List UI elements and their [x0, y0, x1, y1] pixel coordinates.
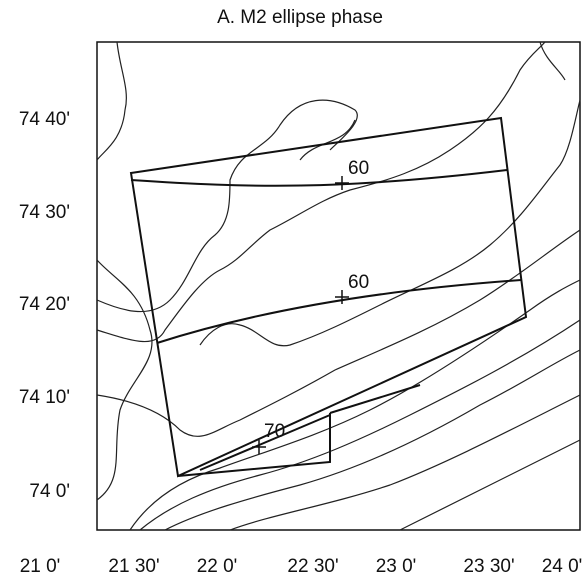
y-tick-label: 74 20' — [19, 294, 70, 315]
y-tick-label: 74 10' — [19, 387, 70, 408]
frame — [96, 41, 581, 531]
x-tick-label: 22 0' — [197, 556, 238, 577]
y-axis: 74 40' 74 30' 74 20' 74 10' 74 0' — [19, 109, 70, 502]
contour-label: 60 — [348, 272, 369, 293]
x-tick-label: 21 30' — [108, 556, 159, 577]
x-tick-label: 23 30' — [463, 556, 514, 577]
y-tick-label: 74 0' — [29, 481, 70, 502]
survey-box — [129, 116, 528, 478]
contour-label: 70 — [264, 421, 285, 442]
x-tick-label: 21 0' — [20, 556, 61, 577]
x-tick-label: 24 0' — [542, 556, 583, 577]
x-tick-label: 22 30' — [287, 556, 338, 577]
x-axis: 21 0' 21 30' 22 0' 22 30' 23 0' 23 30' 2… — [20, 556, 583, 577]
y-tick-label: 74 30' — [19, 202, 70, 223]
y-tick-label: 74 40' — [19, 109, 70, 130]
contours — [96, 41, 581, 531]
x-tick-label: 23 0' — [376, 556, 417, 577]
map-title: A. M2 ellipse phase — [217, 7, 383, 28]
contour-label: 60 — [348, 158, 369, 179]
